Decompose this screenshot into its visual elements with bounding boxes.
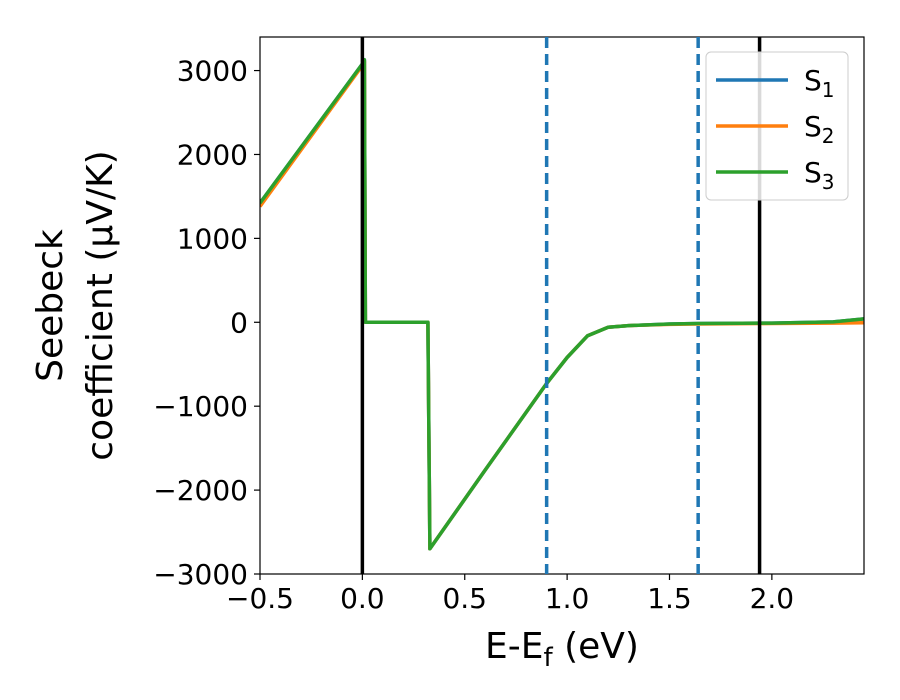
x-tick-label: −0.5 <box>226 582 294 615</box>
x-axis-label: E-Ef (eV) <box>485 626 639 673</box>
legend-entry: S3 <box>804 156 835 194</box>
y-tick-label: 2000 <box>177 138 248 171</box>
x-axis: −0.5 0.0 0.5 1.0 1.5 2.0 <box>226 574 794 615</box>
x-tick-label: 0.5 <box>442 582 487 615</box>
legend-entry: S1 <box>804 64 835 102</box>
legend-entry: S2 <box>804 110 835 148</box>
x-tick-label: 2.0 <box>750 582 795 615</box>
x-tick-label: 0.0 <box>340 582 385 615</box>
y-tick-label: −1000 <box>153 390 248 423</box>
plot-frame <box>259 36 865 575</box>
y-axis-label-line1: Seebeck <box>30 229 71 382</box>
x-tick-label: 1.5 <box>647 582 692 615</box>
series-layer <box>260 57 864 551</box>
legend: S1 S2 S3 <box>705 51 849 201</box>
y-axis-label-line2: coefficient (μV/K) <box>80 150 121 460</box>
y-tick-label: 0 <box>230 306 248 339</box>
series-line-3 <box>260 57 864 551</box>
y-axis: −3000 −2000 −1000 0 1000 2000 3000 <box>153 55 260 591</box>
x-tick-label: 1.0 <box>545 582 590 615</box>
y-tick-label: 1000 <box>177 222 248 255</box>
y-tick-label: 3000 <box>177 55 248 88</box>
y-tick-label: −2000 <box>153 474 248 507</box>
reference-lines <box>360 37 762 574</box>
y-tick-label: −3000 <box>153 558 248 591</box>
